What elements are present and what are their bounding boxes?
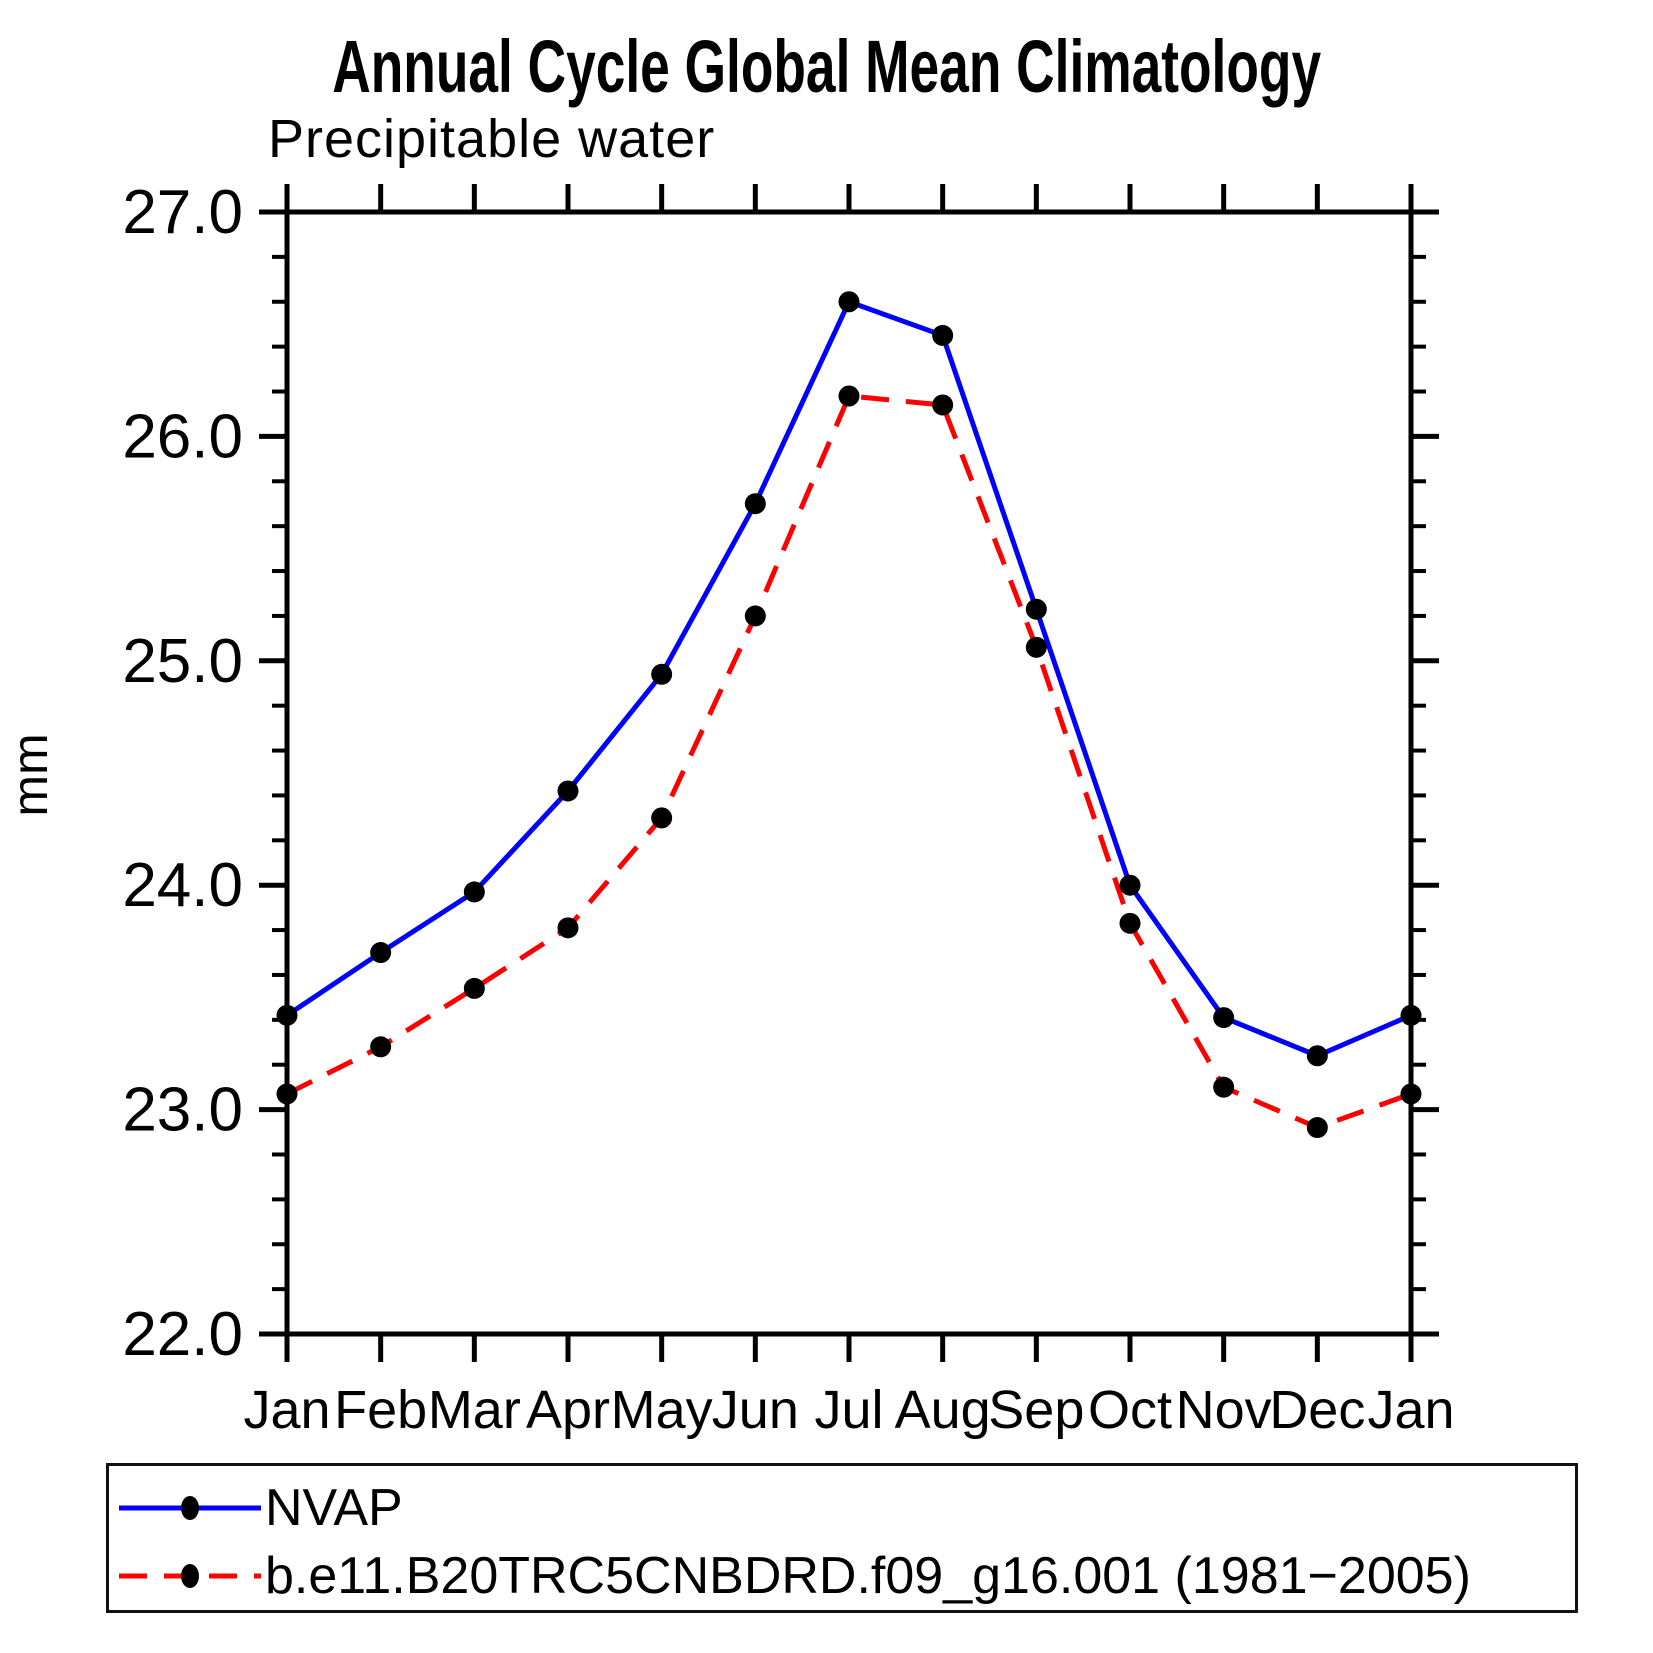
data-point-marker-1 (1400, 1083, 1422, 1105)
x-tick-label: Apr (526, 1380, 610, 1440)
x-tick-label: Jan (1367, 1380, 1454, 1440)
legend-marker-circle-icon (181, 1564, 199, 1588)
chart-subtitle: Precipitable water (268, 109, 716, 169)
x-tick-label: Oct (1088, 1380, 1172, 1440)
data-point-marker-1 (932, 394, 954, 416)
data-point-marker-1 (1119, 912, 1141, 934)
legend-marker-circle-icon (181, 1496, 199, 1520)
data-point-marker-1 (1025, 636, 1047, 658)
data-point-marker-0 (744, 493, 766, 515)
data-point-marker-0 (370, 942, 392, 964)
data-point-marker-1 (1306, 1117, 1328, 1139)
x-tick-label: May (611, 1380, 713, 1440)
legend-item-model: b.e11.B20TRC5CNBDRD.f09_g16.001 (1981−20… (115, 1548, 1471, 1604)
y-tick-label: 22.0 (122, 1300, 243, 1369)
y-tick-label: 23.0 (122, 1076, 243, 1145)
y-tick-label: 24.0 (122, 851, 243, 920)
y-tick-label: 27.0 (122, 178, 243, 247)
x-tick-label: Jan (243, 1380, 330, 1440)
data-point-marker-0 (463, 881, 485, 903)
x-tick-label: Jul (814, 1380, 883, 1440)
legend-item-nvap: NVAP (115, 1480, 403, 1536)
y-tick-label: 25.0 (122, 627, 243, 696)
chart-title-text: Annual Cycle Global Mean Climatology (332, 25, 1321, 108)
x-tick-label: Feb (334, 1380, 427, 1440)
data-point-marker-1 (744, 605, 766, 627)
data-point-marker-0 (1119, 874, 1141, 896)
data-point-marker-0 (557, 780, 579, 802)
series-line-0 (285, 298, 1412, 1059)
data-point-marker-0 (1213, 1007, 1235, 1029)
legend-swatch-model (119, 1564, 261, 1588)
x-tick-label: Nov (1176, 1380, 1272, 1440)
data-point-marker-0 (1025, 598, 1047, 620)
x-tick-label: Aug (895, 1380, 991, 1440)
data-point-marker-1 (838, 385, 860, 407)
data-point-marker-1 (1213, 1076, 1235, 1098)
legend-swatch-nvap (119, 1496, 261, 1520)
series-line-1 (285, 393, 1412, 1131)
y-tick-label: 26.0 (122, 402, 243, 471)
data-point-marker-1 (370, 1036, 392, 1058)
x-tick-label: Sep (988, 1380, 1084, 1440)
legend-box: NVAP b.e11.B20TRC5CNBDRD.f09_g16.001 (19… (106, 1463, 1578, 1613)
x-tick-label: Mar (428, 1380, 521, 1440)
data-point-marker-0 (932, 324, 954, 346)
x-tick-label: Jun (712, 1380, 799, 1440)
data-point-marker-1 (557, 917, 579, 939)
axis-frame (284, 209, 1414, 1337)
data-point-marker-0 (1400, 1004, 1422, 1026)
data-point-marker-0 (838, 291, 860, 313)
legend-label-model: b.e11.B20TRC5CNBDRD.f09_g16.001 (1981−20… (265, 1547, 1471, 1605)
data-point-marker-0 (651, 663, 673, 685)
legend-label-nvap: NVAP (265, 1479, 403, 1537)
chart-title: Annual Cycle Global Mean Climatology (0, 25, 1653, 108)
data-point-marker-0 (1306, 1045, 1328, 1067)
data-point-marker-1 (463, 977, 485, 999)
data-point-marker-1 (276, 1083, 298, 1105)
data-point-marker-0 (276, 1004, 298, 1026)
x-tick-label: Dec (1269, 1380, 1365, 1440)
data-point-marker-1 (651, 807, 673, 829)
